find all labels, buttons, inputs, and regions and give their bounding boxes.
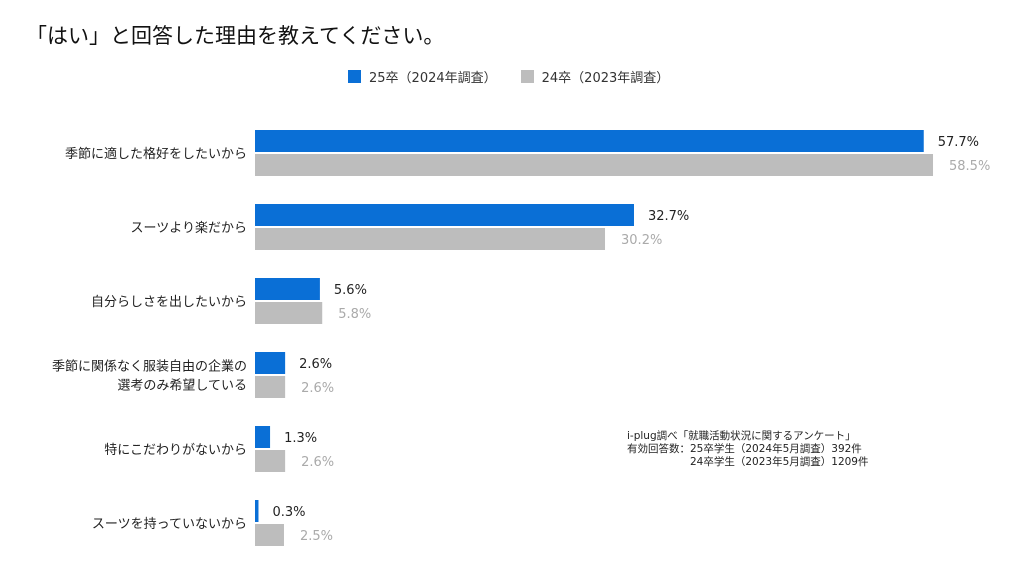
legend-swatch [348, 70, 361, 83]
legend-swatch [520, 70, 534, 83]
data-label: 2.6% [301, 455, 334, 470]
bar-24 [255, 228, 606, 250]
legend-item-24: 24卒（2023年調査） [520, 67, 670, 86]
bar-24 [255, 450, 286, 472]
category-label: 特にこだわりがないから [104, 443, 247, 458]
bar-24 [255, 524, 284, 546]
bar-24 [255, 154, 934, 176]
category-label: スーツより楽だから [131, 220, 247, 236]
bar-24 [255, 376, 286, 398]
bar-24 [255, 302, 323, 324]
data-label: 2.5% [300, 529, 333, 544]
bar-25 [255, 500, 259, 522]
legend-label: 24卒（2023年調査） [541, 71, 670, 86]
legend: 25卒（2024年調査） 24卒（2023年調査） [348, 67, 669, 86]
data-label: 5.8% [338, 307, 371, 322]
note-line: i-plug調べ「就職活動状況に関するアンケート」 [627, 430, 856, 442]
data-label: 32.7% [648, 209, 689, 224]
category-label: 季節に適した格好をしたいから [65, 146, 247, 162]
chart-title: 「はい」と回答した理由を教えてください。 [26, 24, 445, 48]
legend-label: 25卒（2024年調査） [369, 71, 497, 86]
data-label: 1.3% [284, 431, 317, 446]
data-label: 5.6% [334, 283, 367, 298]
bar-25 [255, 278, 320, 300]
data-label: 30.2% [621, 233, 662, 248]
legend-item-25: 25卒（2024年調査） [348, 67, 497, 86]
data-label: 2.6% [301, 381, 334, 396]
note-line: 有効回答数：25卒学生（2024年5月調査）392件 [627, 443, 862, 455]
data-label: 58.5% [949, 159, 990, 174]
bar-25 [255, 204, 634, 226]
bar-25 [255, 130, 924, 152]
category-label: 季節に関係なく服装自由の企業の選考のみ希望している [52, 359, 247, 394]
category-label: 自分らしさを出したいから [91, 295, 247, 310]
data-label: 0.3% [272, 505, 305, 520]
bar-25 [255, 426, 271, 448]
bar-25 [255, 352, 286, 374]
category-label: スーツを持っていないから [92, 517, 247, 532]
data-label: 57.7% [938, 135, 979, 150]
note-line: 24卒学生（2023年5月調査）1209件 [627, 456, 869, 468]
source-note: i-plug調べ「就職活動状況に関するアンケート」 有効回答数：25卒学生（202… [627, 430, 868, 469]
data-label: 2.6% [299, 357, 332, 372]
